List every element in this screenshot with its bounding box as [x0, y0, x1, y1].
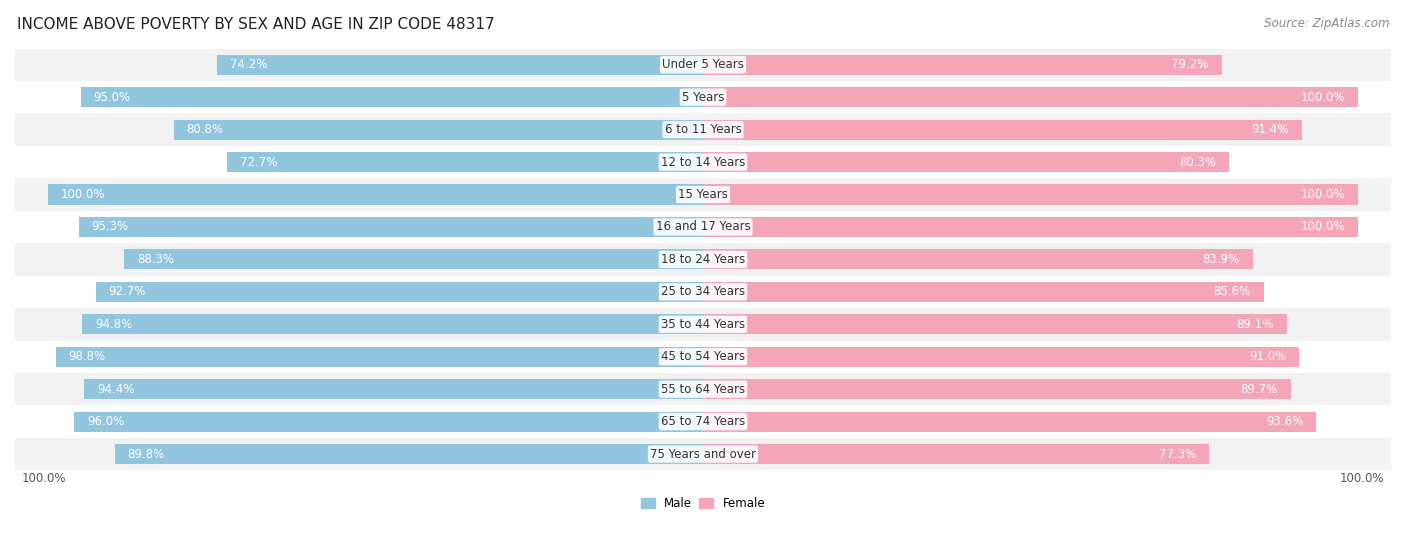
Text: 83.9%: 83.9%	[1202, 253, 1240, 266]
Bar	[703, 249, 1253, 269]
Bar	[124, 249, 703, 269]
Text: Source: ZipAtlas.com: Source: ZipAtlas.com	[1264, 17, 1389, 30]
Text: 96.0%: 96.0%	[87, 415, 124, 428]
Bar	[217, 55, 703, 75]
Text: 89.7%: 89.7%	[1240, 383, 1278, 396]
Text: 72.7%: 72.7%	[240, 155, 277, 169]
Text: 89.1%: 89.1%	[1236, 318, 1274, 331]
Text: 77.3%: 77.3%	[1159, 448, 1197, 461]
Text: 98.8%: 98.8%	[69, 350, 105, 363]
Bar	[0, 113, 1406, 146]
Bar	[0, 211, 1406, 243]
Text: 93.6%: 93.6%	[1265, 415, 1303, 428]
Text: 100.0%: 100.0%	[21, 472, 66, 485]
Bar	[0, 405, 1406, 438]
Bar	[703, 120, 1302, 140]
Bar	[703, 152, 1229, 172]
Text: 89.8%: 89.8%	[128, 448, 165, 461]
Legend: Male, Female: Male, Female	[636, 492, 770, 515]
Bar	[75, 411, 703, 432]
Bar	[0, 276, 1406, 308]
Text: 45 to 54 Years: 45 to 54 Years	[661, 350, 745, 363]
Bar	[0, 373, 1406, 405]
Bar	[0, 340, 1406, 373]
Bar	[703, 87, 1358, 107]
Bar	[0, 81, 1406, 113]
Bar	[0, 49, 1406, 81]
Bar	[82, 314, 703, 334]
Text: 80.3%: 80.3%	[1180, 155, 1216, 169]
Bar	[48, 184, 703, 205]
Bar	[79, 217, 703, 237]
Bar	[80, 87, 703, 107]
Text: 100.0%: 100.0%	[1340, 472, 1385, 485]
Text: 94.8%: 94.8%	[96, 318, 132, 331]
Text: 91.4%: 91.4%	[1251, 123, 1289, 136]
Text: 100.0%: 100.0%	[1301, 220, 1346, 234]
Text: 55 to 64 Years: 55 to 64 Years	[661, 383, 745, 396]
Text: 74.2%: 74.2%	[231, 58, 267, 71]
Text: INCOME ABOVE POVERTY BY SEX AND AGE IN ZIP CODE 48317: INCOME ABOVE POVERTY BY SEX AND AGE IN Z…	[17, 17, 495, 32]
Text: 18 to 24 Years: 18 to 24 Years	[661, 253, 745, 266]
Text: 65 to 74 Years: 65 to 74 Years	[661, 415, 745, 428]
Text: 88.3%: 88.3%	[138, 253, 174, 266]
Bar	[0, 243, 1406, 276]
Bar	[703, 282, 1264, 302]
Text: 6 to 11 Years: 6 to 11 Years	[665, 123, 741, 136]
Text: 92.7%: 92.7%	[108, 285, 146, 299]
Bar	[703, 444, 1209, 464]
Bar	[703, 314, 1286, 334]
Bar	[703, 411, 1316, 432]
Text: 91.0%: 91.0%	[1249, 350, 1286, 363]
Bar	[0, 438, 1406, 470]
Text: 79.2%: 79.2%	[1171, 58, 1209, 71]
Text: 35 to 44 Years: 35 to 44 Years	[661, 318, 745, 331]
Bar	[173, 120, 703, 140]
Text: 75 Years and over: 75 Years and over	[650, 448, 756, 461]
Bar	[703, 217, 1358, 237]
Text: 85.6%: 85.6%	[1213, 285, 1251, 299]
Bar	[0, 178, 1406, 211]
Text: 95.0%: 95.0%	[94, 91, 131, 104]
Bar	[115, 444, 703, 464]
Text: 12 to 14 Years: 12 to 14 Years	[661, 155, 745, 169]
Text: 5 Years: 5 Years	[682, 91, 724, 104]
Bar	[703, 184, 1358, 205]
Text: 94.4%: 94.4%	[97, 383, 135, 396]
Bar	[56, 347, 703, 367]
Bar	[84, 379, 703, 399]
Text: 15 Years: 15 Years	[678, 188, 728, 201]
Text: 25 to 34 Years: 25 to 34 Years	[661, 285, 745, 299]
Bar	[226, 152, 703, 172]
Text: 100.0%: 100.0%	[1301, 91, 1346, 104]
Text: 95.3%: 95.3%	[91, 220, 129, 234]
Text: 16 and 17 Years: 16 and 17 Years	[655, 220, 751, 234]
Text: 100.0%: 100.0%	[60, 188, 105, 201]
Text: 100.0%: 100.0%	[1301, 188, 1346, 201]
Text: Under 5 Years: Under 5 Years	[662, 58, 744, 71]
Bar	[703, 347, 1299, 367]
Bar	[0, 146, 1406, 178]
Bar	[96, 282, 703, 302]
Bar	[703, 379, 1291, 399]
Bar	[0, 308, 1406, 340]
Bar	[703, 55, 1222, 75]
Text: 80.8%: 80.8%	[187, 123, 224, 136]
